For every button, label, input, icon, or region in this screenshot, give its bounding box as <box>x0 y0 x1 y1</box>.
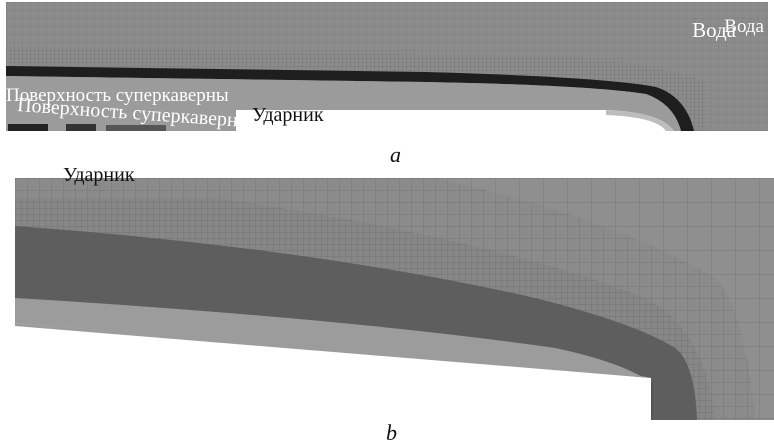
striker-label: Ударник <box>252 104 324 126</box>
panel-a-svg <box>6 2 768 131</box>
cavity-boundary <box>6 66 694 131</box>
panel-b-caption: b <box>386 420 397 445</box>
panel-b-svg <box>15 178 774 420</box>
cavity-band <box>15 226 697 420</box>
panel-b-mesh <box>15 178 774 420</box>
water-label: Вода <box>724 16 764 37</box>
panel-a-caption: a <box>390 142 401 167</box>
cavity-surface-label: Поверхность суперкаверны <box>6 85 229 106</box>
water-label: Вода <box>692 18 736 42</box>
striker-label: Ударник <box>63 164 135 186</box>
striker-body <box>15 323 651 420</box>
striker-body <box>236 110 674 131</box>
panel-a-mesh <box>6 2 768 131</box>
